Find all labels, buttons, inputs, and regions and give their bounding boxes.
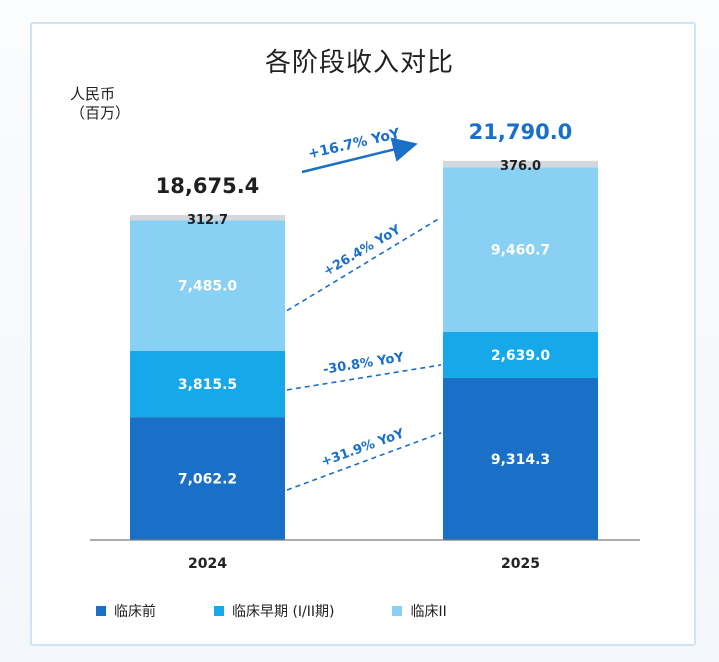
legend-item-clinical-ii: 临床II <box>392 601 447 621</box>
yoy-label-early-clinical: -30.8% YoY <box>322 350 406 378</box>
x-tick-label-2025: 2025 <box>501 556 540 572</box>
yoy-connector-preclinical <box>286 432 442 491</box>
data-label-preclinical-2024: 7,062.2 <box>178 472 237 488</box>
total-label-2025: 21,790.0 <box>469 120 573 144</box>
legend-label-early-clinical: 临床早期 (I/II期) <box>232 604 335 620</box>
legend-item-early-clinical: 临床早期 (I/II期) <box>214 601 334 621</box>
bar-segment-other-2024 <box>130 215 285 221</box>
x-tick-label-2024: 2024 <box>188 556 227 572</box>
bar-segment-preclinical-2025 <box>443 377 598 540</box>
legend-cutoff-overlay <box>455 593 605 631</box>
unit-scale: （百万） <box>70 104 131 122</box>
bar-segment-early-clinical-2025 <box>443 332 598 378</box>
legend-item-preclinical: 临床前 <box>96 601 156 621</box>
legend-swatch-preclinical <box>96 606 106 616</box>
data-label-preclinical-2025: 9,314.3 <box>491 452 550 468</box>
yoy-label-clinical-ii: +26.4% YoY <box>321 222 404 279</box>
legend-label-clinical-ii: 临床II <box>410 604 447 620</box>
bar-segment-clinical-ii-2025 <box>443 167 598 333</box>
legend-swatch-clinical-ii <box>392 606 403 616</box>
total-yoy-label: +16.7% YoY <box>307 126 403 163</box>
yoy-connector-early-clinical <box>286 364 442 391</box>
unit-label: 人民币 （百万） <box>70 85 130 123</box>
data-label-early-clinical-2025: 2,639.0 <box>491 348 551 364</box>
legend-swatch-early-clinical <box>214 606 224 616</box>
data-label-clinical-ii-2025: 9,460.7 <box>491 243 550 259</box>
chart-legend: 临床前 临床早期 (I/II期) 临床II <box>96 600 505 622</box>
bar-segment-early-clinical-2024 <box>130 350 285 418</box>
bar-segment-preclinical-2024 <box>130 417 285 540</box>
data-label-early-clinical-2024: 3,815.5 <box>178 377 237 393</box>
yoy-label-preclinical: +31.9% YoY <box>319 426 407 470</box>
unit-currency: 人民币 <box>70 85 116 103</box>
total-label-2024: 18,675.4 <box>156 174 260 198</box>
data-label-other-2025: 376.0 <box>500 159 541 174</box>
data-label-clinical-ii-2024: 7,485.0 <box>178 279 238 295</box>
total-growth-arrow <box>301 137 418 174</box>
data-label-other-2024: 312.7 <box>187 213 228 228</box>
yoy-connector-clinical-ii <box>286 216 442 312</box>
bar-segment-clinical-ii-2024 <box>130 220 285 351</box>
bar-segment-other-2025 <box>443 160 598 168</box>
chart-title: 各阶段收入对比 <box>264 48 454 78</box>
legend-label-preclinical: 临床前 <box>114 604 156 620</box>
